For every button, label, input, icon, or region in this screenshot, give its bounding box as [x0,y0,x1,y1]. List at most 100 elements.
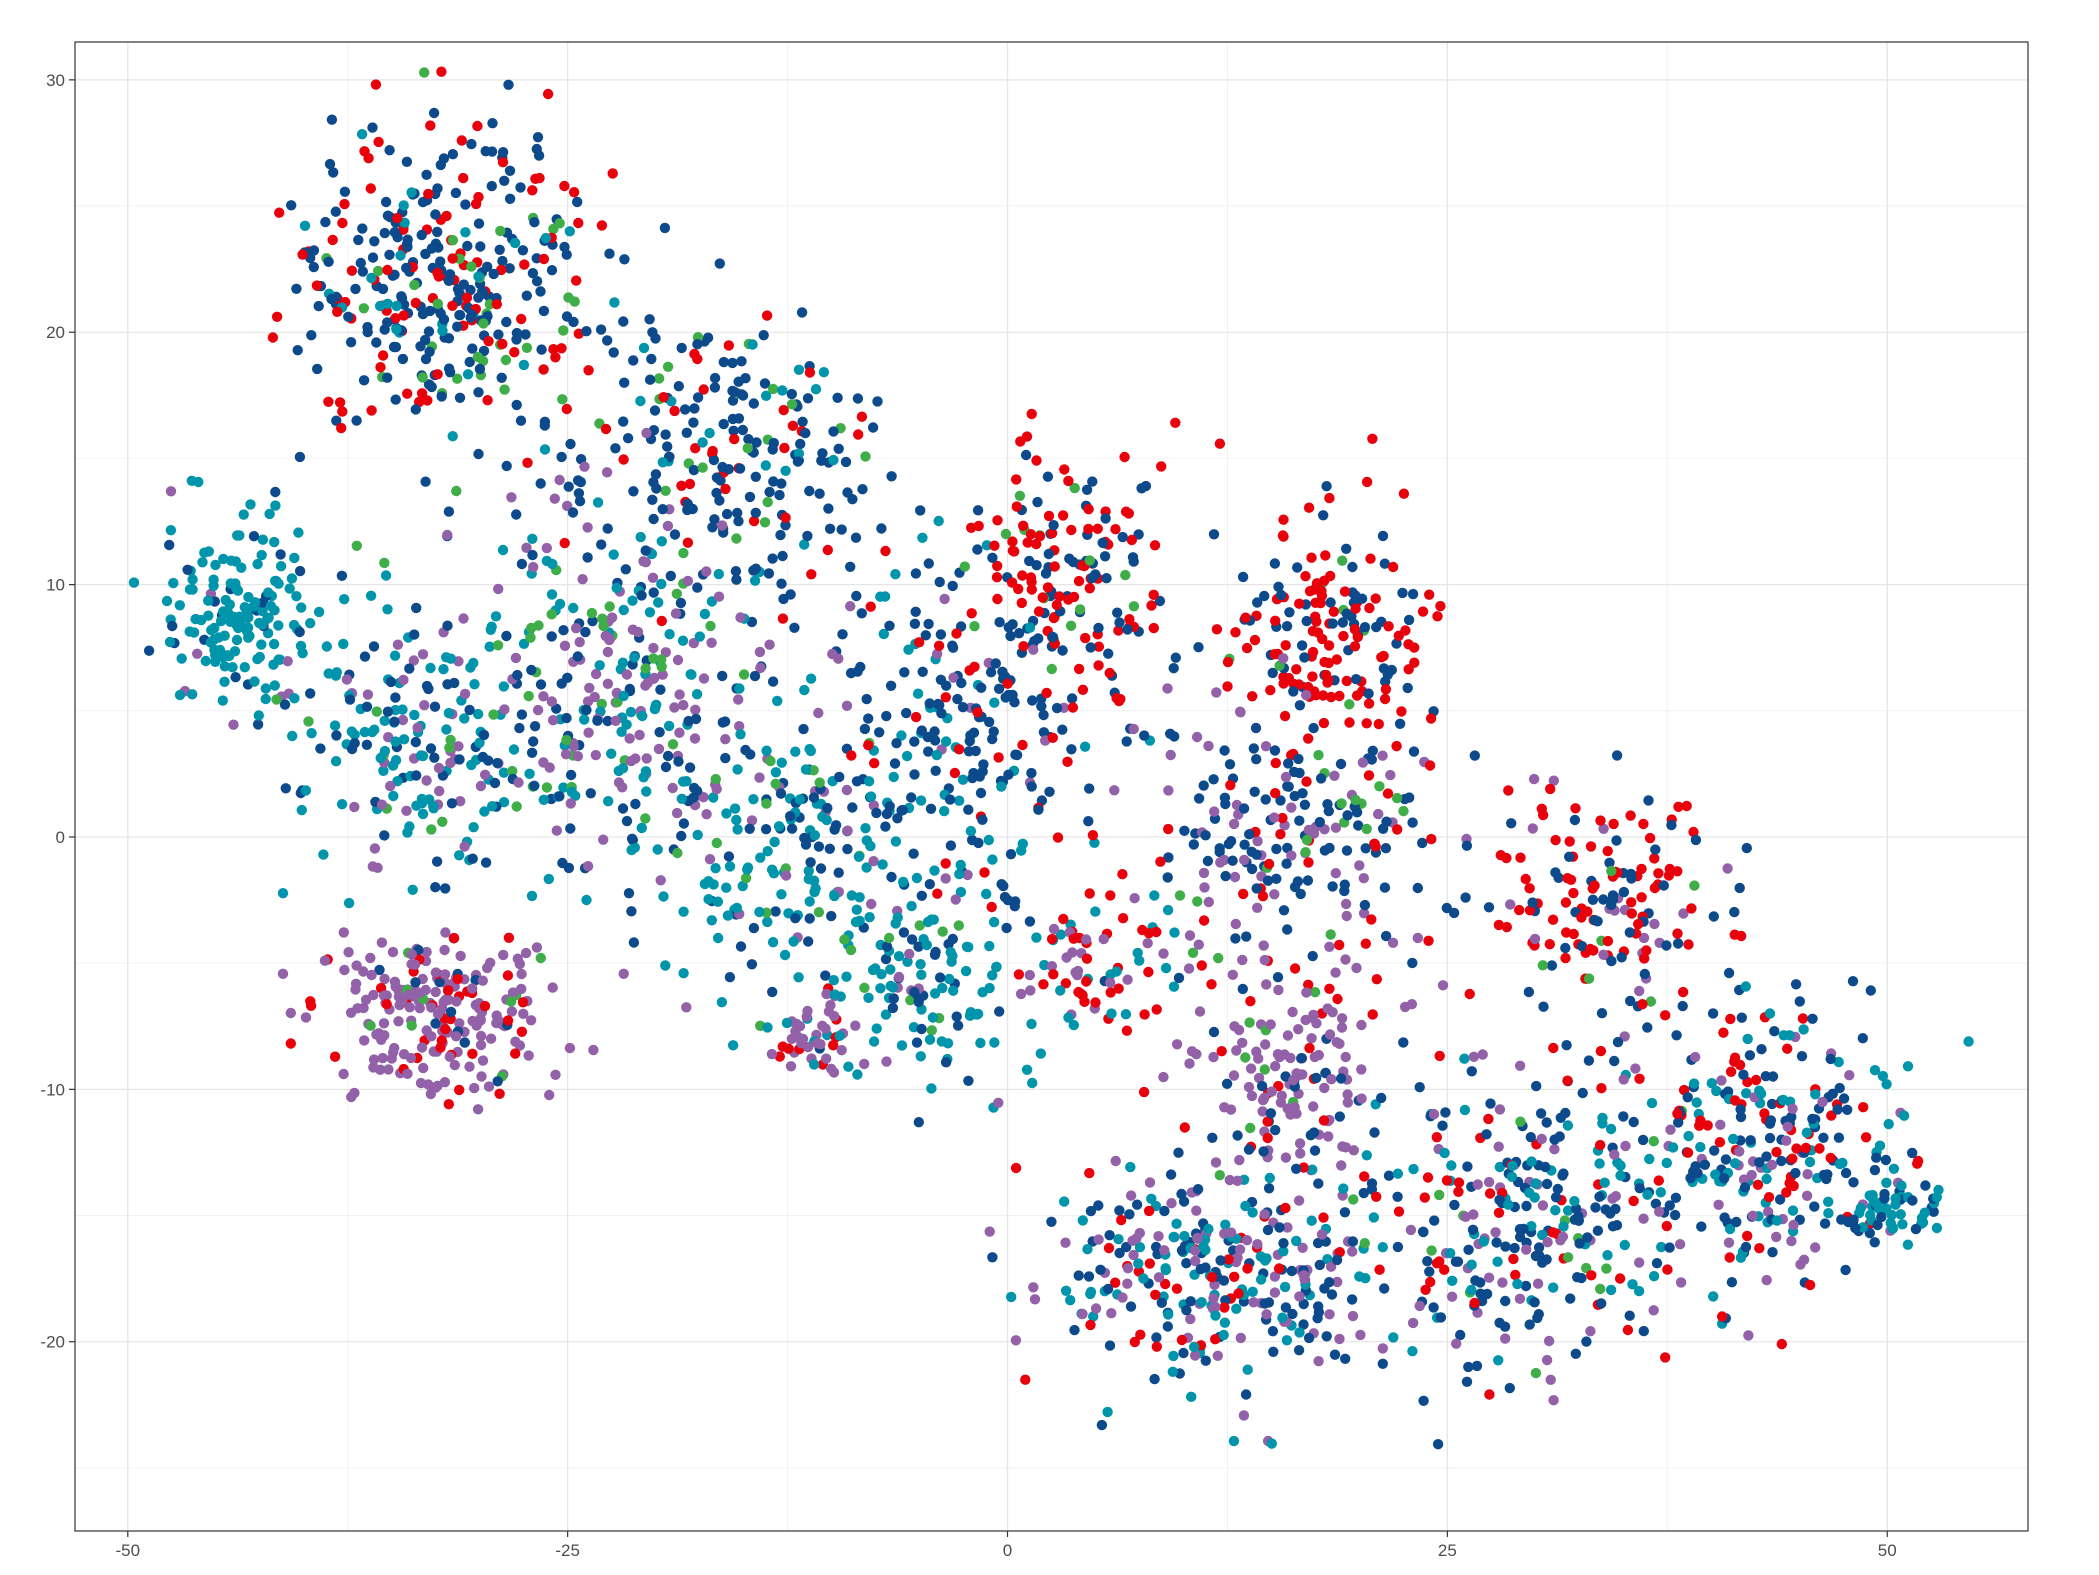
data-point [1308,1009,1319,1021]
data-point [297,249,308,260]
data-point [432,369,443,380]
data-point [820,970,831,981]
data-point [1558,1168,1569,1179]
data-point [984,940,995,952]
data-point [257,619,268,630]
data-point [1838,1093,1850,1104]
data-point [366,272,377,284]
data-point [506,492,517,503]
data-point [1560,942,1571,954]
data-point [219,661,230,672]
data-point [692,582,703,593]
data-point [574,496,586,507]
data-point [473,448,484,460]
data-point [841,971,852,982]
data-point [326,114,338,125]
data-point [617,782,628,793]
data-point [1765,1115,1777,1126]
data-point [1203,896,1215,908]
data-point [1836,1214,1847,1225]
data-point [504,165,516,176]
data-point [1585,1326,1596,1337]
data-point [1383,621,1394,632]
data-point [223,608,234,619]
data-point [358,303,369,314]
data-point [1283,672,1295,684]
data-point [1259,590,1270,602]
data-point [1414,1082,1425,1093]
data-point [443,994,454,1005]
data-point [1193,793,1205,804]
data-point [1216,1046,1227,1057]
data-point [1512,1278,1523,1290]
data-point [368,1054,380,1065]
data-point [1270,1124,1281,1136]
data-point [896,730,907,741]
data-point [911,1037,923,1048]
data-point [932,888,943,899]
data-point [923,558,934,569]
data-point [460,199,471,210]
data-point [232,585,244,596]
data-point [1466,1259,1477,1270]
data-point [224,599,235,610]
data-point [1569,814,1581,826]
data-point [368,641,380,652]
data-point [660,429,671,440]
data-point [260,683,271,694]
data-point [1046,1216,1057,1228]
data-point [286,200,297,211]
data-point [1742,1033,1753,1045]
data-point [294,565,306,577]
data-point [1434,1189,1445,1201]
data-point [648,642,659,654]
data-point [1295,1148,1306,1159]
data-point [227,662,238,673]
data-point [947,933,958,945]
data-point [1273,581,1284,592]
data-point [1214,1170,1226,1181]
data-point [404,1002,415,1013]
data-point [913,1117,924,1128]
data-point [1209,806,1220,817]
data-point [1431,1132,1443,1143]
data-point [1222,681,1233,692]
data-point [843,1061,854,1072]
data-point [1377,1358,1389,1370]
data-point [1101,573,1112,584]
data-point [686,669,697,680]
data-point [524,768,535,779]
data-point [559,640,571,651]
data-point [1484,1389,1495,1400]
data-point [396,291,407,302]
data-point [561,734,572,746]
data-point [482,962,493,974]
data-point [1666,819,1677,831]
data-point [1541,1354,1553,1366]
data-point [1293,1345,1305,1356]
data-point [951,1011,962,1022]
data-point [1560,1107,1571,1119]
data-point [660,485,671,496]
data-point [292,345,303,356]
data-point [1359,622,1371,633]
data-point [1494,1104,1506,1115]
data-point [1162,872,1173,883]
data-point [1192,1184,1204,1195]
data-point [1642,1022,1653,1033]
data-point [667,739,679,750]
data-point [398,310,409,321]
data-point [588,1044,599,1056]
data-point [582,861,594,872]
data-point [746,815,758,826]
data-point [332,306,343,317]
data-point [933,515,944,527]
data-point [563,481,574,492]
data-point [670,608,682,619]
data-point [1083,523,1094,535]
data-point [1618,1111,1629,1122]
data-point [775,788,787,799]
data-point [1543,1335,1555,1347]
data-point [1349,641,1361,652]
data-point [817,448,828,459]
